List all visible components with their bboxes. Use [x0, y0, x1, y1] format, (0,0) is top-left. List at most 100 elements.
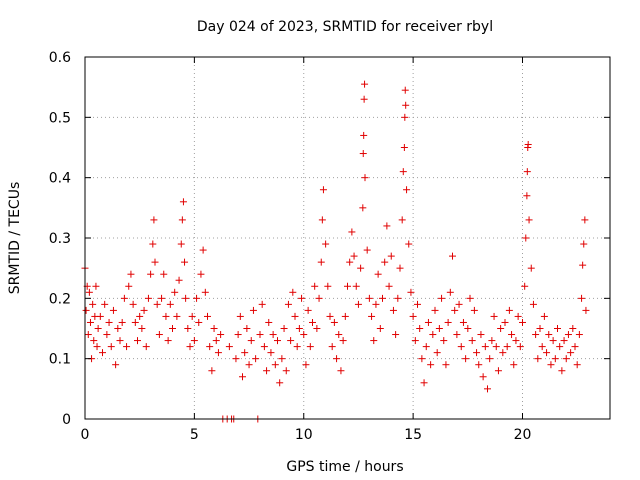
data-point [354, 300, 362, 308]
data-point [505, 306, 513, 314]
data-point [206, 343, 214, 351]
data-point [411, 337, 419, 345]
data-point [173, 312, 181, 320]
data-point [385, 282, 393, 290]
data-point [300, 331, 308, 339]
data-point [319, 186, 327, 194]
data-point [287, 337, 295, 345]
data-point [344, 282, 351, 290]
data-point [241, 349, 249, 357]
data-point [370, 337, 378, 345]
data-point [252, 355, 260, 363]
data-point [86, 318, 94, 326]
data-point [449, 252, 456, 260]
data-point [195, 318, 203, 326]
data-point [105, 318, 113, 326]
data-point [171, 288, 179, 296]
data-point [245, 361, 253, 369]
data-point [372, 300, 380, 308]
data-point [258, 300, 266, 308]
data-point [516, 343, 524, 351]
data-point [479, 373, 487, 381]
data-point [481, 343, 489, 351]
data-point [438, 294, 446, 302]
data-point [317, 258, 325, 266]
data-point [501, 318, 509, 326]
data-point [123, 343, 131, 351]
y-axis: 0 0.1 0.2 0.3 0.4 0.5 0.6 [49, 50, 610, 428]
data-point [466, 294, 474, 302]
data-point [357, 264, 365, 272]
data-point [536, 325, 544, 332]
data-point [304, 306, 312, 314]
data-point [562, 355, 570, 363]
data-point [295, 325, 303, 332]
data-point [360, 131, 368, 139]
data-point [118, 318, 126, 326]
data-point [247, 337, 255, 345]
data-point [545, 331, 553, 339]
data-point [573, 361, 581, 369]
data-point [278, 355, 286, 363]
data-point [508, 331, 516, 339]
data-point [494, 367, 502, 375]
data-point [365, 294, 373, 302]
data-point [197, 270, 205, 278]
data-point [490, 312, 498, 320]
data-point [580, 240, 588, 248]
data-point [315, 294, 323, 302]
data-point [457, 343, 465, 351]
data-point [401, 113, 409, 121]
data-point [420, 379, 428, 387]
data-point [534, 355, 542, 363]
data-point [134, 337, 141, 345]
data-point [368, 312, 376, 320]
chart-title: Day 024 of 2023, SRMTID for receiver rby… [197, 19, 493, 35]
data-point [416, 325, 424, 332]
data-point [571, 343, 579, 351]
data-point [239, 373, 246, 381]
data-point [401, 86, 409, 94]
data-point [414, 300, 421, 308]
data-point [556, 343, 564, 351]
data-point [503, 343, 511, 351]
data-point [138, 325, 146, 332]
data-point [190, 337, 198, 345]
data-point [175, 276, 183, 284]
data-point [330, 318, 338, 326]
data-point [160, 270, 168, 278]
data-point [158, 294, 166, 302]
data-point [184, 325, 192, 332]
data-point [274, 337, 281, 345]
data-point [446, 288, 454, 296]
data-point [99, 349, 106, 357]
data-point [214, 349, 222, 357]
data-point [153, 300, 161, 308]
data-point [486, 355, 494, 363]
data-point [186, 343, 194, 351]
data-point [90, 337, 98, 345]
data-point [532, 331, 540, 339]
x-tick-label: 20 [514, 427, 532, 443]
data-point [291, 312, 299, 320]
data-point [363, 246, 371, 254]
data-point [341, 312, 349, 320]
data-point [284, 300, 292, 308]
y-tick-label: 0.5 [49, 110, 71, 126]
data-point [521, 282, 529, 290]
data-point [217, 331, 225, 339]
data-point [440, 337, 448, 345]
data-point [350, 252, 358, 260]
data-point [302, 361, 310, 369]
data-point [131, 318, 139, 326]
data-point [579, 261, 587, 269]
y-tick-label: 0.3 [49, 231, 71, 247]
data-point [374, 270, 382, 278]
data-point [473, 349, 481, 357]
data-point [125, 282, 133, 290]
data-point [523, 192, 531, 200]
data-point [101, 300, 109, 308]
data-point [359, 204, 367, 212]
y-tick-label: 0.6 [49, 50, 71, 66]
